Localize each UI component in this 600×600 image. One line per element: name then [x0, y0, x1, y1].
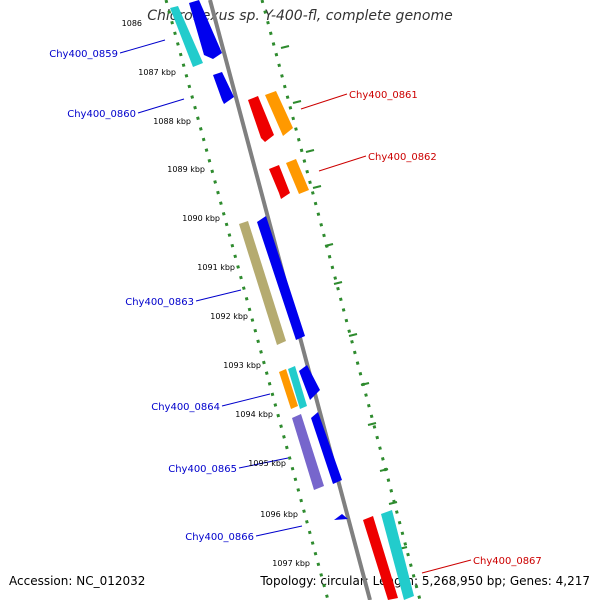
tick-label: 1095 kbp — [248, 459, 286, 468]
gene-orange-0861[interactable] — [265, 91, 293, 136]
tick-label: 1097 kbp — [272, 559, 310, 568]
tick-label: 1094 kbp — [235, 410, 273, 419]
gene-label-left[interactable]: Chy400_0863 — [125, 297, 194, 308]
map-title: Chloroflexus sp. Y-400-fl, complete geno… — [147, 8, 453, 24]
accession-text: Accession: NC_012032 — [9, 574, 146, 588]
genome-summary-text: Topology: circular; Length: 5,268,950 bp… — [260, 574, 590, 588]
gene-label-left[interactable]: Chy400_0866 — [185, 532, 254, 543]
gene-cyan-0859[interactable] — [170, 6, 203, 67]
gene-label-right[interactable]: Chy400_0861 — [349, 90, 418, 101]
gene-blue-0866[interactable] — [334, 514, 348, 520]
gene-red-0867[interactable] — [363, 516, 398, 600]
tick-label: 1087 kbp — [138, 68, 176, 77]
tick-label: 1088 kbp — [153, 117, 191, 126]
tick-label: 1086 — [122, 19, 142, 28]
gene-orange-0864[interactable] — [279, 369, 298, 409]
gene-blue-0863[interactable] — [257, 216, 305, 340]
gene-blue-0865[interactable] — [311, 412, 342, 484]
gene-blue-0860[interactable] — [213, 72, 234, 104]
gene-label-left[interactable]: Chy400_0865 — [168, 464, 237, 475]
gene-cyan-0864[interactable] — [288, 366, 307, 409]
right-track-guide — [260, 0, 422, 600]
tick-label: 1093 kbp — [223, 361, 261, 370]
label-connectors — [119, 39, 472, 574]
gene-khaki-0863[interactable] — [239, 221, 286, 345]
tick-label: 1091 kbp — [197, 263, 235, 272]
gene-label-right[interactable]: Chy400_0862 — [368, 152, 437, 163]
gene-cyan-0867[interactable] — [381, 510, 414, 600]
gene-label-right[interactable]: Chy400_0867 — [473, 556, 542, 567]
gene-lavender-0865[interactable] — [292, 414, 324, 490]
gene-red-0862[interactable] — [269, 165, 290, 199]
gene-red-0861[interactable] — [248, 96, 274, 142]
left-track-guide — [164, 0, 330, 600]
gene-blue-0859[interactable] — [189, 0, 222, 59]
tick-label: 1090 kbp — [182, 214, 220, 223]
tick-label: 1096 kbp — [260, 510, 298, 519]
tick-label: 1089 kbp — [167, 165, 205, 174]
gene-label-left[interactable]: Chy400_0860 — [67, 109, 136, 120]
tick-label: 1092 kbp — [210, 312, 248, 321]
gene-label-left[interactable]: Chy400_0864 — [151, 402, 220, 413]
gene-blue-0864[interactable] — [299, 365, 320, 400]
gene-orange-0862[interactable] — [286, 159, 309, 194]
gene-label-left[interactable]: Chy400_0859 — [49, 49, 118, 60]
tick-marks — [280, 45, 408, 550]
